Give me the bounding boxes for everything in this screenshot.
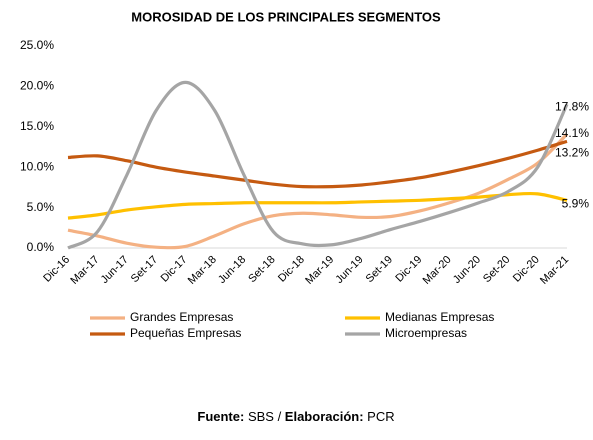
series-line xyxy=(67,139,568,189)
legend-label: Medianas Empresas xyxy=(385,310,494,324)
source-text: PCR xyxy=(364,409,395,424)
data-label: 13.2% xyxy=(555,146,589,160)
data-label: 5.9% xyxy=(562,196,590,210)
y-tick-label: 0.0% xyxy=(27,240,55,254)
legend-label: Grandes Empresas xyxy=(130,310,233,324)
x-tick-label: Jun-19 xyxy=(333,254,365,286)
x-tick-label: Dic-19 xyxy=(393,254,424,285)
x-tick-label: Set-17 xyxy=(129,254,160,285)
series-line xyxy=(67,191,568,220)
x-tick-label: Jun-18 xyxy=(216,254,248,286)
x-tick-label: Set-19 xyxy=(364,254,395,285)
data-label: 17.8% xyxy=(555,99,589,113)
x-tick-label: Set-20 xyxy=(481,254,512,285)
x-tick-label: Mar-21 xyxy=(538,254,571,287)
x-tick-label: Mar-17 xyxy=(68,254,101,287)
series-line xyxy=(67,132,569,250)
x-tick-label: Dic-17 xyxy=(159,254,190,285)
source-text: SBS / xyxy=(244,409,284,424)
legend-label: Microempresas xyxy=(385,326,467,340)
x-tick-label: Dic-18 xyxy=(276,254,307,285)
x-tick-label: Set-18 xyxy=(246,254,277,285)
x-tick-label: Dic-16 xyxy=(41,254,72,285)
data-label: 14.1% xyxy=(555,126,589,140)
x-tick-label: Mar-19 xyxy=(303,254,336,287)
y-tick-label: 5.0% xyxy=(27,200,55,214)
source-label: Elaboración: xyxy=(285,409,364,424)
legend-label: Pequeñas Empresas xyxy=(130,326,241,340)
x-tick-label: Mar-18 xyxy=(186,254,219,287)
series-line xyxy=(67,80,569,250)
chart-title: MOROSIDAD DE LOS PRINCIPALES SEGMENTOS xyxy=(131,9,441,24)
source-note: Fuente: SBS / Elaboración: PCR xyxy=(197,409,394,424)
x-tick-label: Jun-20 xyxy=(451,254,483,286)
x-tick-label: Jun-17 xyxy=(99,254,131,286)
x-tick-label: Mar-20 xyxy=(421,254,454,287)
y-tick-label: 10.0% xyxy=(20,159,54,173)
y-tick-label: 15.0% xyxy=(20,119,54,133)
source-label: Fuente: xyxy=(197,409,244,424)
x-tick-label: Dic-20 xyxy=(511,254,542,285)
y-tick-label: 20.0% xyxy=(20,79,54,93)
y-tick-label: 25.0% xyxy=(20,38,54,52)
